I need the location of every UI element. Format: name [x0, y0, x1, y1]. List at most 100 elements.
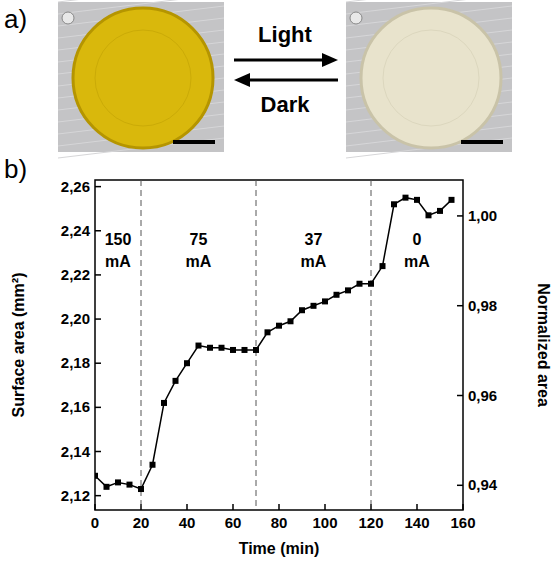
- x-tick-label: 100: [312, 514, 337, 531]
- scale-bar: [461, 140, 503, 144]
- point: [276, 323, 282, 329]
- plot-frame: [95, 180, 463, 510]
- photo: [58, 0, 224, 158]
- x-tick-label: 60: [225, 514, 242, 531]
- annotation-line: 75: [190, 231, 208, 248]
- texture: [346, 0, 512, 2]
- disc: [73, 8, 213, 148]
- point: [115, 479, 121, 485]
- x-tick-label: 80: [271, 514, 288, 531]
- y-tick: [95, 451, 101, 453]
- x-tick: [324, 504, 326, 510]
- point: [391, 201, 397, 207]
- point: [95, 473, 98, 479]
- y-tick: [95, 230, 101, 232]
- y-tick: [95, 495, 101, 497]
- x-tick-label: 160: [450, 514, 475, 531]
- y2-tick-label: 1,00: [468, 207, 497, 224]
- y2-tick: [457, 485, 463, 487]
- divider: [256, 180, 257, 510]
- y2-tick: [457, 305, 463, 307]
- point: [138, 486, 144, 492]
- bubble: [62, 12, 74, 24]
- y-tick-label: 2,20: [61, 310, 90, 327]
- y-tick-label: 2,12: [61, 487, 90, 504]
- annotation-line: mA: [301, 253, 327, 270]
- point: [196, 343, 202, 349]
- point: [127, 482, 133, 488]
- point: [357, 281, 363, 287]
- x-tick: [278, 504, 280, 510]
- x-tick: [94, 504, 96, 510]
- point: [219, 345, 225, 351]
- point: [230, 347, 236, 353]
- y-tick-label: 2,26: [61, 178, 90, 195]
- arrow: [246, 79, 338, 82]
- figure: a)LightDarkb)0204060801001201401602,122,…: [0, 0, 556, 572]
- point: [380, 263, 386, 269]
- x-tick: [186, 504, 188, 510]
- x-tick: [462, 504, 464, 510]
- point: [242, 347, 248, 353]
- x-axis-title: Time (min): [239, 540, 320, 557]
- x-tick: [232, 504, 234, 510]
- y2-tick: [457, 395, 463, 397]
- point: [322, 298, 328, 304]
- series-line: [95, 198, 452, 489]
- annotation: 75 mA: [186, 231, 212, 270]
- y-tick: [95, 407, 101, 409]
- x-tick: [416, 504, 418, 510]
- panel-letter: a): [4, 4, 27, 34]
- annotation-line: mA: [105, 253, 131, 270]
- disc: [361, 8, 501, 148]
- arrow-head: [234, 73, 250, 87]
- annotation: 150mA: [105, 231, 132, 270]
- scale-bar: [173, 140, 215, 144]
- y-tick-label: 2,18: [61, 354, 90, 371]
- arrow-label: Light: [258, 22, 312, 47]
- bubble: [350, 12, 362, 24]
- y-tick-label: 2,16: [61, 398, 90, 415]
- arrow-head: [322, 53, 338, 67]
- point: [345, 287, 351, 293]
- data-group: [95, 195, 455, 492]
- annotation-line: 0: [413, 231, 422, 248]
- y2-tick-label: 0,96: [468, 387, 497, 404]
- divider: [371, 180, 372, 510]
- point: [334, 292, 340, 298]
- point: [173, 378, 179, 384]
- point: [253, 347, 259, 353]
- y-tick: [95, 186, 101, 188]
- point: [403, 195, 409, 201]
- point: [414, 197, 420, 203]
- point: [104, 484, 110, 490]
- point: [426, 212, 432, 218]
- photo-ground: [58, 2, 224, 152]
- y-tick: [95, 274, 101, 276]
- disc-ring: [383, 30, 479, 126]
- point: [449, 197, 455, 203]
- x-tick-label: 20: [133, 514, 150, 531]
- arrow-label: Dark: [261, 92, 311, 117]
- point: [207, 345, 213, 351]
- y2-tick-label: 0,98: [468, 297, 497, 314]
- arrow: [234, 59, 326, 62]
- point: [184, 360, 190, 366]
- y-tick-label: 2,14: [61, 443, 91, 460]
- point: [368, 281, 374, 287]
- annotation: 37mA: [301, 231, 327, 270]
- disc-ring: [95, 30, 191, 126]
- annotation: 0mA: [404, 231, 430, 270]
- y2-axis-title: Normalized area: [535, 283, 552, 407]
- y-tick-label: 2,22: [61, 266, 90, 283]
- divider: [141, 180, 142, 510]
- point: [161, 400, 167, 406]
- annotation-line: mA: [186, 253, 212, 270]
- point: [265, 329, 271, 335]
- y-axis-title: Surface area (mm²): [10, 273, 27, 418]
- y2-tick-label: 0,94: [468, 476, 498, 493]
- photo-ground: [346, 2, 512, 152]
- x-tick-label: 0: [91, 514, 99, 531]
- point: [288, 318, 294, 324]
- y2-tick: [457, 215, 463, 217]
